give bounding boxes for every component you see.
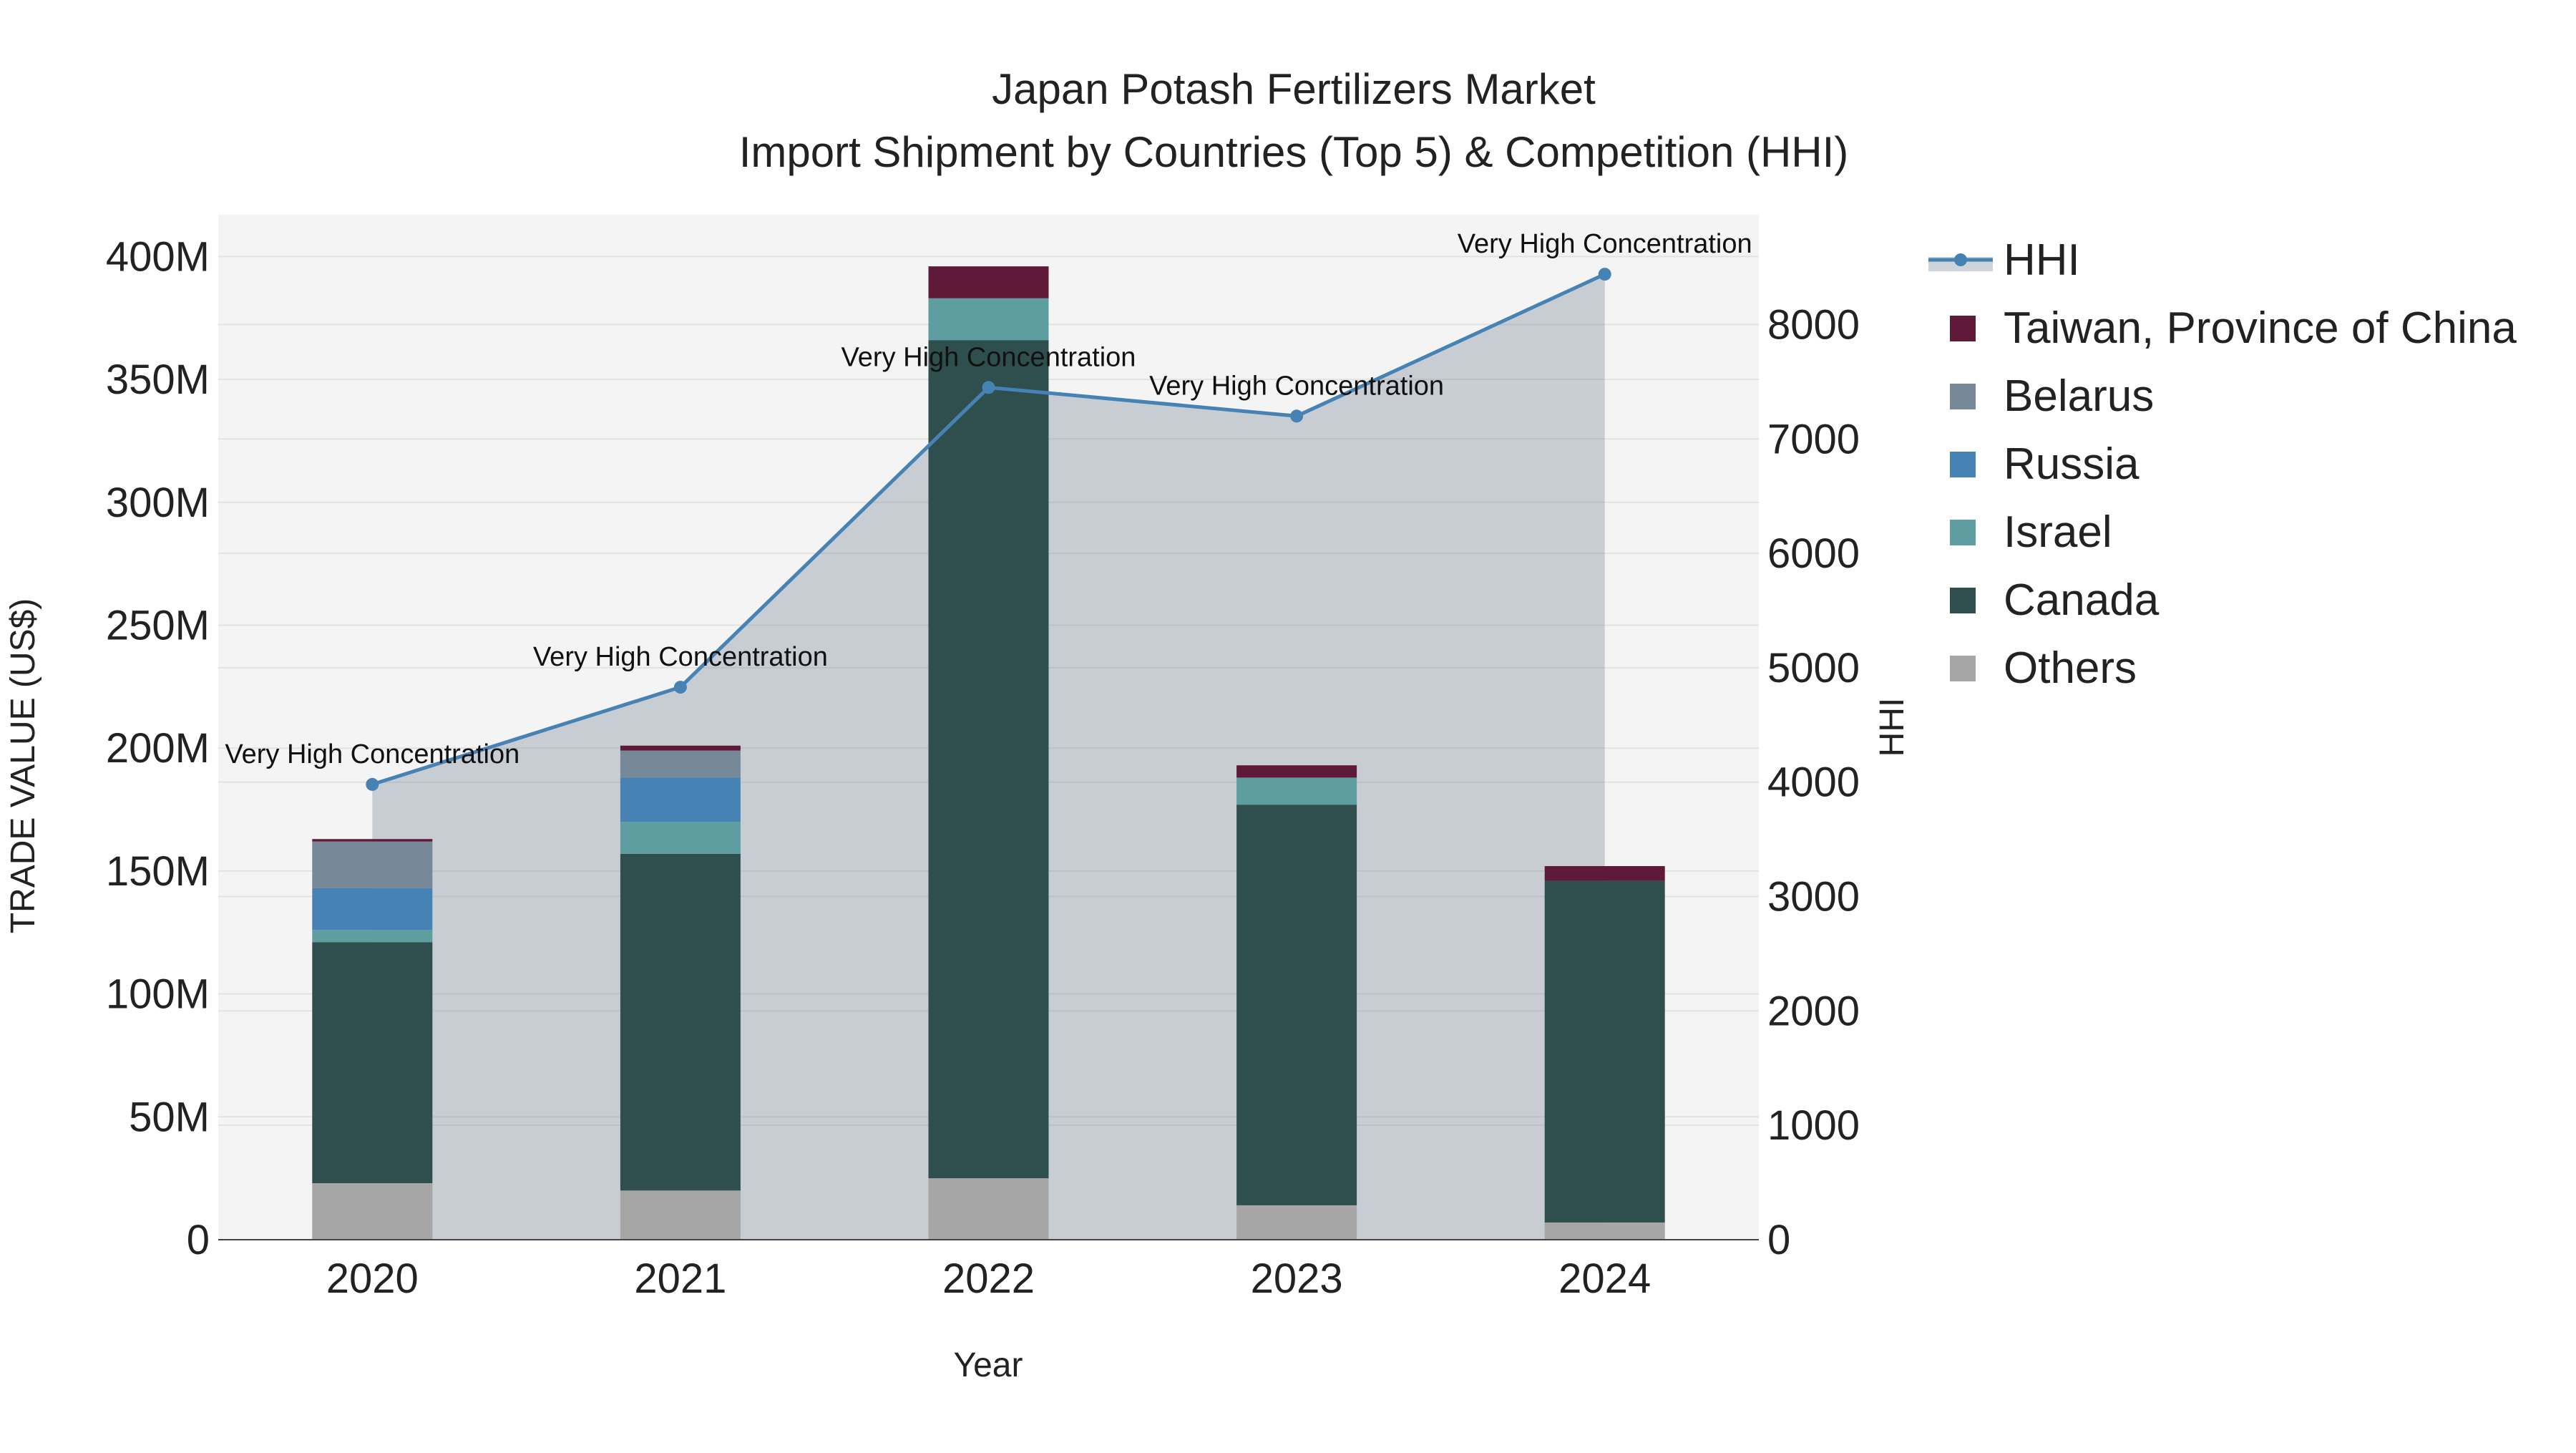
y2-tick-label: 5000 — [1767, 645, 1860, 691]
legend-swatch-others — [1950, 656, 1976, 681]
bar-canada-2020 — [312, 942, 433, 1184]
legend-swatch-taiwan-province-of-china — [1950, 316, 1976, 341]
bar-israel-2022 — [928, 298, 1049, 341]
chart-title: Japan Potash Fertilizers Market — [992, 65, 1596, 113]
legend-label-belarus: Belarus — [2004, 371, 2154, 421]
bar-others-2024 — [1544, 1222, 1665, 1240]
y-tick-label: 0 — [187, 1217, 210, 1263]
hhi-label-2022: Very High Concentration — [841, 342, 1136, 372]
bar-belarus-2021 — [620, 750, 741, 778]
x-tick-label-2021: 2021 — [634, 1255, 726, 1302]
legend-swatch-hhi-marker — [1954, 253, 1967, 266]
y-tick-labels: 0 50M 100M 150M 200M 250M 300M 350M 400M — [106, 233, 210, 1263]
bar-taiwan-province-of-china-2022 — [928, 266, 1049, 298]
x-tick-labels: 2020 2021 2022 2023 2024 — [326, 1255, 1651, 1302]
hhi-point-2021 — [673, 681, 687, 694]
bar-others-2022 — [928, 1178, 1049, 1240]
y-tick-label: 300M — [106, 480, 210, 526]
legend: HHI Taiwan, Province of China Belarus Russi… — [1928, 235, 2517, 693]
bar-canada-2022 — [928, 340, 1049, 1179]
legend-label-others: Others — [2004, 643, 2137, 693]
y2-tick-label: 2000 — [1767, 988, 1860, 1034]
legend-label-russia: Russia — [2004, 439, 2140, 489]
y2-axis-label: HHI — [1873, 698, 1911, 757]
x-tick-label-2022: 2022 — [942, 1255, 1035, 1302]
hhi-point-2022 — [982, 381, 995, 394]
x-tick-label-2020: 2020 — [326, 1255, 419, 1302]
y2-tick-label: 6000 — [1767, 530, 1860, 577]
bar-canada-2023 — [1236, 805, 1357, 1205]
bar-russia-2021 — [620, 777, 741, 822]
y-tick-label: 50M — [129, 1094, 210, 1140]
bar-others-2023 — [1236, 1205, 1357, 1240]
hhi-label-2024: Very High Concentration — [1458, 229, 1752, 259]
bars-layer — [312, 266, 1665, 1240]
legend-swatch-canada — [1950, 588, 1976, 613]
legend-label-hhi: HHI — [2004, 235, 2080, 285]
y-tick-label: 250M — [106, 602, 210, 648]
bar-israel-2023 — [1236, 777, 1357, 805]
bar-others-2020 — [312, 1183, 433, 1240]
y-tick-label: 350M — [106, 356, 210, 403]
bar-israel-2020 — [312, 930, 433, 943]
y2-tick-label: 3000 — [1767, 874, 1860, 920]
hhi-point-2024 — [1598, 268, 1611, 281]
bar-israel-2021 — [620, 822, 741, 854]
y-tick-label: 200M — [106, 725, 210, 772]
hhi-label-2023: Very High Concentration — [1149, 371, 1444, 401]
hhi-label-2021: Very High Concentration — [533, 642, 828, 672]
bar-taiwan-province-of-china-2020 — [312, 839, 433, 842]
legend-swatch-israel — [1950, 520, 1976, 545]
y2-tick-label: 8000 — [1767, 301, 1860, 348]
bar-belarus-2020 — [312, 841, 433, 888]
x-axis-label: Year — [954, 1346, 1023, 1384]
bar-canada-2024 — [1544, 880, 1665, 1223]
legend-label-taiwan-province-of-china: Taiwan, Province of China — [2004, 303, 2517, 353]
y-tick-label: 400M — [106, 233, 210, 280]
y-tick-label: 100M — [106, 971, 210, 1018]
y-axis-label: TRADE VALUE (US$) — [4, 598, 42, 934]
y2-tick-label: 0 — [1767, 1217, 1790, 1263]
legend-label-israel: Israel — [2004, 507, 2112, 557]
legend-swatch-russia — [1950, 452, 1976, 477]
bar-taiwan-province-of-china-2023 — [1236, 765, 1357, 778]
legend-swatch-belarus — [1950, 384, 1976, 409]
y-tick-label: 150M — [106, 848, 210, 895]
hhi-point-2023 — [1290, 409, 1304, 423]
bar-taiwan-province-of-china-2021 — [620, 745, 741, 751]
bar-taiwan-province-of-china-2024 — [1544, 866, 1665, 881]
x-tick-label-2023: 2023 — [1251, 1255, 1343, 1302]
bar-russia-2020 — [312, 888, 433, 930]
hhi-line-layer: Very High Concentration Very High Concent… — [225, 229, 1752, 791]
bar-others-2021 — [620, 1190, 741, 1240]
y2-tick-labels: 0 1000 2000 3000 4000 5000 6000 7000 8000 — [1767, 301, 1860, 1263]
y2-tick-label: 4000 — [1767, 759, 1860, 806]
chart-subtitle: Import Shipment by Countries (Top 5) & C… — [739, 128, 1849, 176]
legend-label-canada: Canada — [2004, 575, 2160, 625]
bar-canada-2021 — [620, 853, 741, 1191]
x-tick-label-2024: 2024 — [1558, 1255, 1651, 1302]
hhi-point-2020 — [366, 777, 379, 791]
y2-tick-label: 7000 — [1767, 416, 1860, 462]
y2-tick-label: 1000 — [1767, 1102, 1860, 1149]
hhi-label-2020: Very High Concentration — [225, 739, 519, 769]
